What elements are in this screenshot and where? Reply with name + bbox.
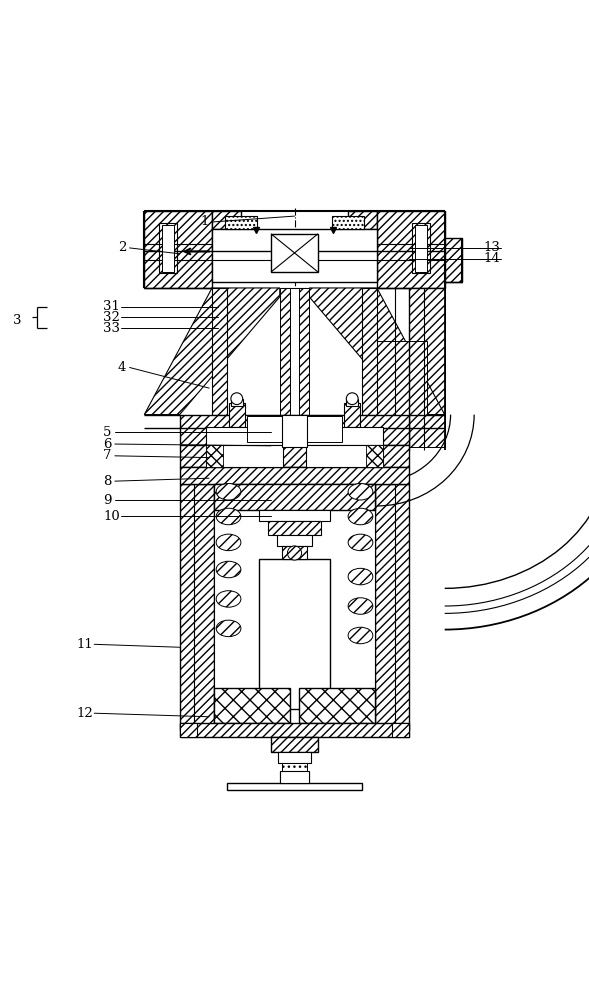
- Bar: [214, 688, 290, 723]
- Ellipse shape: [348, 534, 373, 551]
- Circle shape: [231, 393, 243, 405]
- Circle shape: [346, 393, 358, 405]
- Bar: [366, 445, 383, 467]
- Text: 7: 7: [103, 449, 111, 462]
- Text: 2: 2: [118, 241, 126, 254]
- Bar: [206, 445, 283, 467]
- Bar: [144, 211, 212, 288]
- Ellipse shape: [216, 508, 241, 525]
- Bar: [214, 484, 375, 730]
- Bar: [206, 427, 383, 445]
- Bar: [225, 216, 257, 229]
- Text: 12: 12: [77, 707, 93, 720]
- Text: 11: 11: [77, 638, 93, 651]
- Bar: [271, 234, 318, 272]
- Circle shape: [287, 546, 302, 560]
- Bar: [231, 399, 243, 406]
- Ellipse shape: [216, 561, 241, 578]
- Text: 9: 9: [103, 493, 111, 506]
- Bar: [445, 238, 462, 282]
- Bar: [227, 783, 362, 790]
- Polygon shape: [144, 288, 280, 415]
- Bar: [180, 415, 409, 428]
- Bar: [280, 288, 290, 441]
- Text: 10: 10: [103, 510, 120, 523]
- Bar: [180, 723, 197, 737]
- Bar: [180, 445, 409, 467]
- Text: 14: 14: [483, 252, 499, 265]
- Bar: [212, 211, 241, 229]
- Bar: [229, 403, 245, 427]
- Bar: [362, 288, 377, 415]
- Bar: [212, 229, 377, 282]
- Bar: [344, 403, 360, 427]
- Ellipse shape: [348, 568, 373, 585]
- Ellipse shape: [216, 534, 241, 551]
- Bar: [282, 546, 307, 559]
- Bar: [346, 399, 358, 406]
- Bar: [348, 211, 377, 229]
- Bar: [282, 763, 307, 772]
- Bar: [271, 737, 318, 752]
- Bar: [212, 288, 227, 415]
- Bar: [259, 510, 330, 521]
- Bar: [259, 559, 330, 709]
- Bar: [409, 288, 445, 447]
- Text: 31: 31: [103, 300, 120, 313]
- Bar: [392, 723, 409, 737]
- Bar: [180, 467, 409, 484]
- Bar: [282, 415, 307, 447]
- Bar: [299, 688, 375, 723]
- Bar: [375, 484, 409, 730]
- Bar: [306, 445, 383, 467]
- Bar: [377, 211, 445, 288]
- Ellipse shape: [348, 508, 373, 525]
- Bar: [240, 415, 349, 444]
- Text: 1: 1: [200, 215, 209, 228]
- Ellipse shape: [348, 484, 373, 500]
- Bar: [268, 521, 321, 535]
- Text: 4: 4: [118, 361, 126, 374]
- Text: 8: 8: [103, 475, 111, 488]
- Polygon shape: [309, 288, 445, 415]
- Text: 33: 33: [103, 322, 120, 335]
- Text: 6: 6: [103, 438, 111, 451]
- Bar: [332, 216, 364, 229]
- Ellipse shape: [216, 484, 241, 500]
- Ellipse shape: [348, 627, 373, 644]
- Ellipse shape: [348, 598, 373, 614]
- Text: 32: 32: [103, 311, 120, 324]
- Bar: [180, 723, 409, 737]
- Bar: [280, 771, 309, 783]
- Text: 13: 13: [483, 241, 500, 254]
- Ellipse shape: [216, 620, 241, 637]
- Ellipse shape: [216, 591, 241, 607]
- Bar: [377, 341, 427, 415]
- Bar: [180, 427, 409, 445]
- Bar: [206, 445, 223, 467]
- Text: 3: 3: [13, 314, 21, 327]
- Bar: [415, 225, 427, 272]
- Bar: [278, 752, 311, 763]
- Bar: [412, 223, 430, 273]
- Bar: [214, 484, 375, 510]
- Bar: [162, 225, 174, 272]
- Bar: [159, 223, 177, 273]
- Bar: [277, 535, 312, 546]
- Bar: [247, 416, 342, 442]
- Bar: [282, 288, 307, 441]
- Text: 5: 5: [103, 426, 111, 439]
- Bar: [180, 484, 214, 730]
- Bar: [299, 288, 309, 441]
